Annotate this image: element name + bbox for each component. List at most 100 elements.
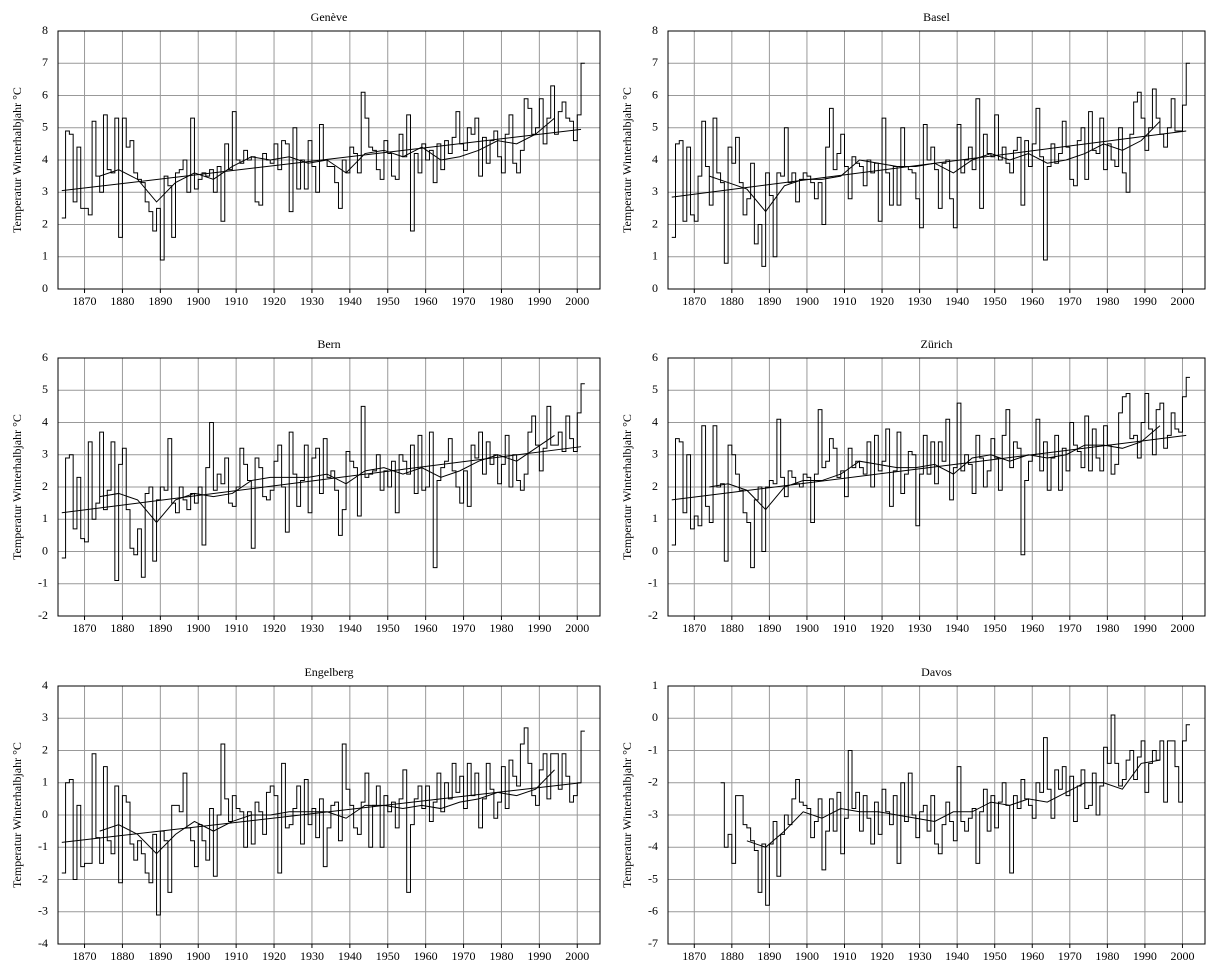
plot-frame	[57, 685, 601, 945]
x-tick-label: 1950	[376, 621, 400, 635]
plot-frame	[667, 357, 1206, 617]
y-tick-label: -1	[648, 576, 658, 590]
chart-title: Genève	[311, 10, 348, 24]
x-tick-label: 1920	[870, 621, 894, 635]
chart-title: Engelberg	[304, 665, 353, 679]
x-tick-label: 1900	[795, 949, 819, 963]
smooth-line	[746, 759, 1161, 848]
smooth-line	[99, 434, 555, 524]
x-tick-label: 1950	[376, 949, 400, 963]
y-tick-label: 2	[652, 479, 658, 493]
y-tick-label: 1	[652, 511, 658, 525]
smooth-line	[671, 434, 1187, 501]
y-tick-label: 2	[42, 216, 48, 230]
y-tick-label: 1	[42, 249, 48, 263]
y-tick-label: -1	[648, 742, 658, 756]
y-tick-label: 8	[42, 23, 48, 37]
smooth-line	[671, 130, 1187, 198]
y-axis-label: Temperatur Winterhalbjahr °C	[10, 742, 24, 888]
x-tick-label: 1950	[983, 621, 1007, 635]
y-axis-label: Temperatur Winterhalbjahr °C	[620, 414, 634, 560]
chart-title: Basel	[923, 10, 950, 24]
y-tick-label: 6	[652, 87, 658, 101]
y-tick-label: 0	[652, 281, 658, 295]
y-tick-label: 2	[652, 216, 658, 230]
x-tick-label: 1910	[224, 949, 248, 963]
smooth-line	[99, 117, 555, 203]
x-tick-label: 1990	[1133, 621, 1157, 635]
x-tick-label: 2000	[1170, 294, 1194, 308]
x-tick-label: 1970	[1058, 949, 1082, 963]
y-tick-label: -1	[38, 839, 48, 853]
x-tick-label: 1980	[489, 294, 513, 308]
x-tick-label: 1990	[527, 949, 551, 963]
x-tick-label: 1910	[832, 949, 856, 963]
plot-frame	[667, 30, 1206, 290]
x-tick-label: 1890	[757, 621, 781, 635]
step-line	[671, 62, 1190, 267]
chart-title: Bern	[317, 337, 340, 351]
y-tick-label: 0	[42, 807, 48, 821]
x-tick-label: 1940	[945, 949, 969, 963]
x-tick-label: 1890	[148, 294, 172, 308]
x-tick-label: 1910	[832, 294, 856, 308]
x-tick-label: 1950	[983, 949, 1007, 963]
x-tick-label: 1930	[300, 294, 324, 308]
x-tick-label: 1930	[908, 294, 932, 308]
x-tick-label: 1870	[73, 621, 97, 635]
y-tick-label: -1	[38, 576, 48, 590]
y-tick-label: 4	[42, 678, 48, 692]
y-tick-label: -4	[38, 936, 48, 950]
step-line	[61, 62, 585, 261]
x-tick-label: 1900	[186, 949, 210, 963]
x-tick-label: 1940	[338, 294, 362, 308]
step-line	[61, 383, 585, 582]
x-tick-label: 1990	[527, 294, 551, 308]
y-tick-label: 1	[652, 249, 658, 263]
y-tick-label: 1	[42, 775, 48, 789]
smooth-line	[61, 446, 582, 514]
x-tick-label: 1880	[110, 294, 134, 308]
y-tick-label: 7	[42, 55, 48, 69]
x-tick-label: 1890	[757, 294, 781, 308]
x-tick-label: 1900	[186, 621, 210, 635]
x-tick-label: 1970	[452, 949, 476, 963]
x-tick-label: 1940	[945, 294, 969, 308]
smooth-line	[61, 128, 582, 192]
x-tick-label: 1970	[1058, 621, 1082, 635]
y-tick-label: 4	[652, 152, 658, 166]
y-tick-label: 0	[42, 281, 48, 295]
x-tick-label: 1970	[1058, 294, 1082, 308]
y-tick-label: -2	[648, 608, 658, 622]
x-tick-label: 1890	[148, 949, 172, 963]
x-tick-label: 1930	[300, 621, 324, 635]
x-tick-label: 2000	[565, 294, 589, 308]
x-tick-label: 1940	[338, 949, 362, 963]
x-tick-label: 2000	[565, 949, 589, 963]
x-tick-label: 1890	[148, 621, 172, 635]
x-tick-label: 1910	[832, 621, 856, 635]
x-tick-label: 1870	[73, 949, 97, 963]
x-tick-label: 1920	[870, 294, 894, 308]
x-tick-label: 2000	[565, 621, 589, 635]
x-tick-label: 2000	[1170, 949, 1194, 963]
x-tick-label: 1960	[414, 294, 438, 308]
y-tick-label: -5	[648, 871, 658, 885]
plot-frame	[57, 30, 601, 290]
x-tick-label: 1880	[110, 949, 134, 963]
x-tick-label: 1930	[300, 949, 324, 963]
y-tick-label: -2	[38, 871, 48, 885]
y-tick-label: 3	[42, 447, 48, 461]
x-tick-label: 1990	[1133, 949, 1157, 963]
y-tick-label: 5	[652, 382, 658, 396]
y-tick-label: 2	[42, 479, 48, 493]
y-tick-label: 4	[42, 414, 48, 428]
x-tick-label: 1900	[795, 621, 819, 635]
x-tick-label: 1990	[1133, 294, 1157, 308]
x-tick-label: 1880	[110, 621, 134, 635]
y-tick-label: 7	[652, 55, 658, 69]
y-tick-label: -3	[648, 807, 658, 821]
y-tick-label: 5	[652, 120, 658, 134]
y-tick-label: 1	[42, 511, 48, 525]
